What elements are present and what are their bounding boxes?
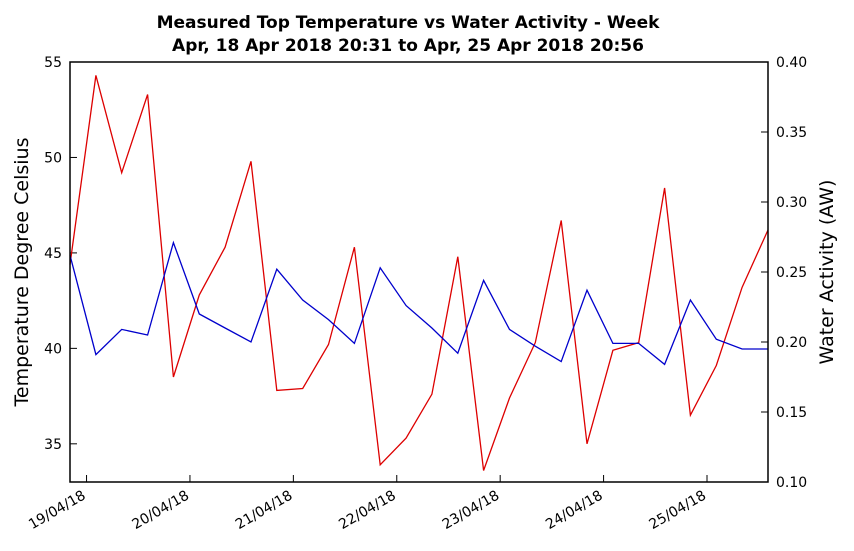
y-tick-label: 55 bbox=[44, 55, 62, 71]
series-line bbox=[69, 240, 768, 366]
plot-frame bbox=[69, 61, 769, 483]
y-tick-label: 45 bbox=[44, 246, 62, 262]
x-tick-label: 20/04/18 bbox=[129, 488, 191, 533]
chart-title: Measured Top Temperature vs Water Activi… bbox=[157, 13, 661, 33]
x-tick-label: 24/04/18 bbox=[543, 488, 605, 533]
x-tick-label: 25/04/18 bbox=[647, 488, 709, 533]
x-tick-label: 23/04/18 bbox=[440, 488, 502, 533]
y2-tick-label: 0.10 bbox=[776, 475, 807, 491]
y2-tick-label: 0.20 bbox=[776, 335, 807, 351]
y-tick-label: 40 bbox=[44, 341, 62, 357]
y-tick-label: 35 bbox=[44, 437, 62, 453]
chart-subtitle: Apr, 18 Apr 2018 20:31 to Apr, 25 Apr 20… bbox=[172, 36, 644, 56]
series-line bbox=[69, 75, 769, 471]
y2-tick-label: 0.40 bbox=[776, 55, 807, 71]
y2-axis-label: Water Activity (AW) bbox=[816, 180, 838, 365]
y2-tick-label: 0.25 bbox=[776, 265, 807, 281]
x-tick-label: 22/04/18 bbox=[336, 488, 398, 533]
x-tick-label: 21/04/18 bbox=[233, 488, 295, 533]
y2-tick-label: 0.35 bbox=[776, 125, 807, 141]
x-tick-label: 19/04/18 bbox=[26, 488, 88, 533]
y2-tick-label: 0.30 bbox=[776, 195, 807, 211]
y-tick-label: 50 bbox=[44, 150, 62, 166]
y2-tick-label: 0.15 bbox=[776, 405, 807, 421]
y-axis-label: Temperature Degree Celsius bbox=[11, 138, 33, 408]
